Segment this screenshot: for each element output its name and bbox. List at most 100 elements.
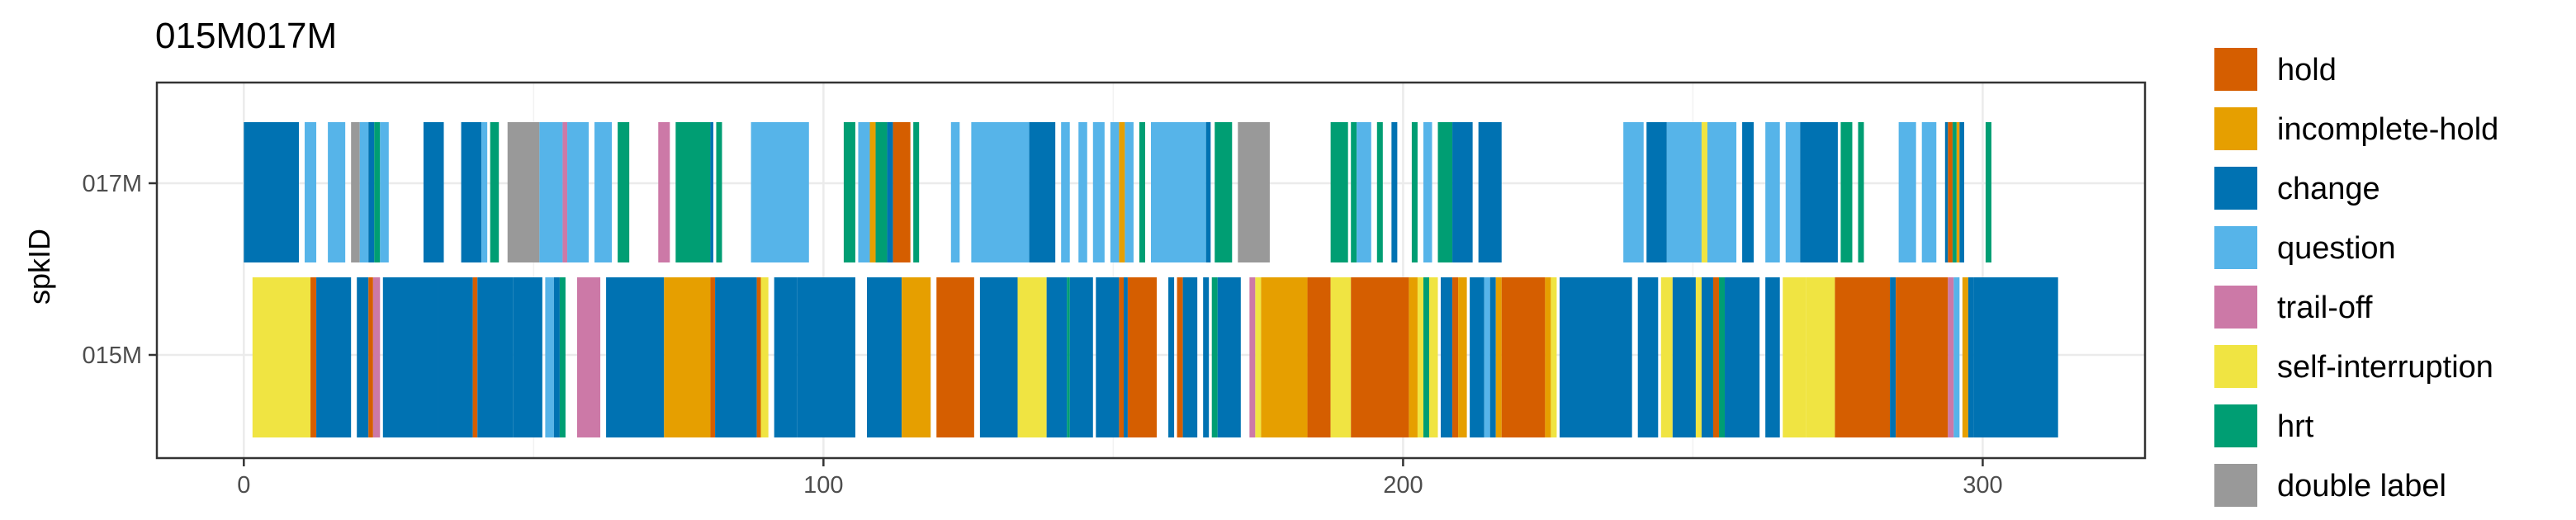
segment-change	[513, 277, 542, 437]
segment-change	[1646, 122, 1667, 262]
segment-change	[357, 277, 369, 437]
segment-question	[1125, 122, 1134, 262]
segment-incomplete-hold	[664, 277, 711, 437]
legend-item-self-interruption: self-interruption	[2214, 345, 2493, 388]
segment-question	[545, 277, 554, 437]
segment-hrt	[1139, 122, 1145, 262]
segment-change	[1959, 122, 1964, 262]
segment-change	[1124, 277, 1128, 437]
legend-label: question	[2277, 231, 2396, 266]
segment-change	[423, 122, 444, 262]
segment-incomplete-hold	[869, 122, 876, 262]
segment-hrt	[1437, 122, 1453, 262]
segment-change	[1203, 277, 1210, 437]
segment-change	[715, 277, 757, 437]
legend-label: double label	[2277, 469, 2446, 503]
segment-hold	[1835, 277, 1891, 437]
segment-change	[1973, 277, 2058, 437]
segment-self-interruption	[1660, 277, 1673, 437]
segment-hrt	[675, 122, 711, 262]
segment-incomplete-hold	[1956, 122, 1960, 262]
segment-change	[1672, 277, 1696, 437]
legend-item-double-label: double label	[2214, 464, 2446, 507]
segment-question	[858, 122, 870, 262]
segment-question	[539, 122, 563, 262]
segment-hold	[893, 122, 911, 262]
segment-hrt	[1985, 122, 1991, 262]
legend-item-hold: hold	[2214, 48, 2337, 91]
legend-item-hrt: hrt	[2214, 404, 2314, 447]
segment-self-interruption	[1255, 277, 1262, 437]
segment-change	[797, 277, 855, 437]
segment-hold	[1127, 277, 1158, 437]
segment-question	[481, 122, 488, 262]
segment-question	[567, 122, 590, 262]
segment-question	[1953, 277, 1960, 437]
segment-hold	[1501, 277, 1546, 437]
segment-change	[244, 122, 299, 262]
segment-hrt	[1067, 277, 1070, 437]
x-tick-label: 0	[237, 472, 250, 499]
segment-change	[1441, 277, 1453, 437]
segment-hrt	[1858, 122, 1864, 262]
segment-hrt	[1423, 277, 1429, 437]
legend-label: hold	[2277, 53, 2337, 87]
segment-change	[1470, 277, 1485, 437]
segment-self-interruption	[1017, 277, 1047, 437]
segment-change	[1800, 122, 1838, 262]
legend-label: incomplete-hold	[2277, 112, 2498, 147]
segment-trail-off	[658, 122, 670, 262]
panel-border	[155, 81, 2147, 460]
segment-incomplete-hold	[1409, 277, 1418, 437]
segment-hold	[310, 277, 317, 437]
segment-hold	[368, 277, 373, 437]
segment-question	[305, 122, 317, 262]
segment-incomplete-hold	[1119, 122, 1125, 262]
segment-change	[1725, 277, 1760, 437]
segment-question	[1707, 122, 1737, 262]
segment-change	[887, 122, 893, 262]
segment-question	[1623, 122, 1644, 262]
segment-change	[1742, 122, 1754, 262]
segment-change	[606, 277, 665, 437]
segment-change	[1096, 277, 1120, 437]
segment-hold	[936, 277, 974, 437]
segment-change	[1029, 122, 1056, 262]
segment-question	[1357, 122, 1371, 262]
segment-hrt	[1719, 277, 1726, 437]
legend: hold incomplete-hold change question trail-o…	[2214, 48, 2498, 507]
segment-change	[382, 277, 438, 437]
segment-hrt	[374, 122, 381, 262]
segment-change	[774, 277, 798, 437]
segment-change	[438, 277, 473, 437]
segment-incomplete-hold	[1495, 277, 1502, 437]
segment-question	[1785, 122, 1801, 262]
segment-self-interruption	[1551, 277, 1557, 437]
segment-hold	[1177, 277, 1183, 437]
segment-change	[1890, 277, 1896, 437]
segment-question	[1898, 122, 1916, 262]
segment-hold	[1119, 277, 1125, 437]
segment-hrt	[1952, 122, 1957, 262]
chart-title: 015M017M	[155, 16, 337, 56]
segment-hold	[1452, 277, 1459, 437]
segment-incomplete-hold	[1261, 277, 1308, 437]
segment-question	[1078, 122, 1087, 262]
segment-change	[1559, 277, 1632, 437]
segment-hrt	[1840, 122, 1853, 262]
segment-change	[461, 122, 482, 262]
segment-incomplete-hold	[1545, 277, 1551, 437]
segment-question	[594, 122, 613, 262]
segment-question	[1151, 122, 1206, 262]
segment-trail-off	[1249, 277, 1256, 437]
legend-item-change: change	[2214, 167, 2380, 210]
segment-trail-off	[576, 277, 601, 437]
segment-self-interruption	[1701, 122, 1707, 262]
segment-hold	[710, 277, 716, 437]
legend-label: hrt	[2277, 409, 2314, 444]
segment-hold	[1351, 277, 1409, 437]
segment-question	[1110, 122, 1120, 262]
segment-question	[380, 122, 389, 262]
segment-question	[359, 122, 369, 262]
segment-change	[1182, 277, 1198, 437]
